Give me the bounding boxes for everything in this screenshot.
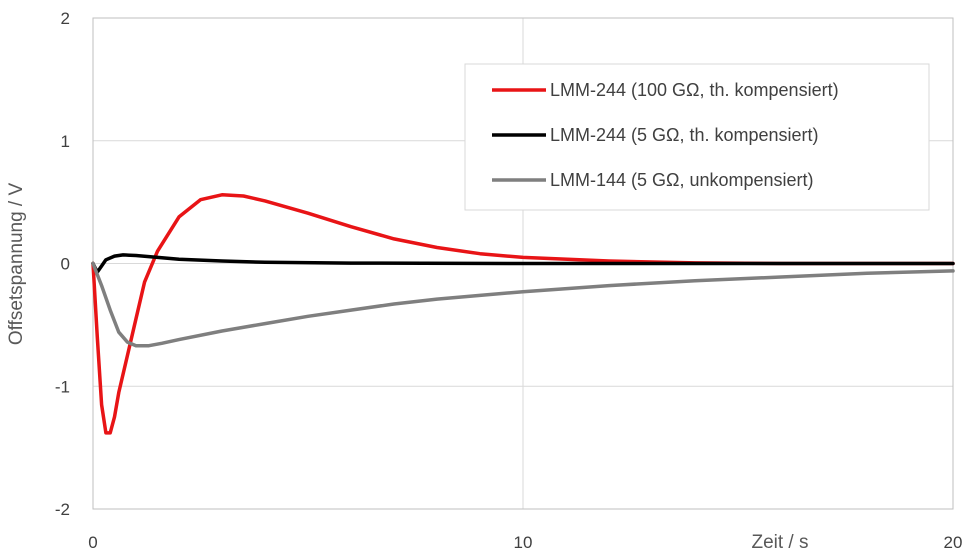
x-tick-label: 0 xyxy=(88,533,97,552)
x-tick-label: 10 xyxy=(514,533,533,552)
legend: LMM-244 (100 GΩ, th. kompensiert) LMM-244… xyxy=(464,63,930,211)
legend-label: LMM-244 (5 GΩ, th. kompensiert) xyxy=(550,125,819,145)
y-tick-label: 2 xyxy=(61,9,70,28)
legend-label: LMM-244 (100 GΩ, th. kompensiert) xyxy=(550,80,839,100)
series-line-3 xyxy=(91,261,955,348)
series-line-1 xyxy=(91,193,955,435)
series-lines xyxy=(91,193,955,435)
legend-label: LMM-144 (5 GΩ, unkompensiert) xyxy=(550,170,814,190)
y-axis-title: Offsetspannung / V xyxy=(6,183,27,346)
y-tick-label: 0 xyxy=(61,255,70,274)
y-tick-label: -1 xyxy=(55,377,70,396)
legend-items: LMM-244 (100 GΩ, th. kompensiert) LMM-244… xyxy=(492,80,839,190)
x-tick-label: 20 xyxy=(944,533,963,552)
y-tick-label: 1 xyxy=(61,132,70,151)
series-line-2 xyxy=(91,253,955,274)
x-axis-title: Zeit / s xyxy=(751,532,808,553)
y-tick-label: -2 xyxy=(55,500,70,519)
